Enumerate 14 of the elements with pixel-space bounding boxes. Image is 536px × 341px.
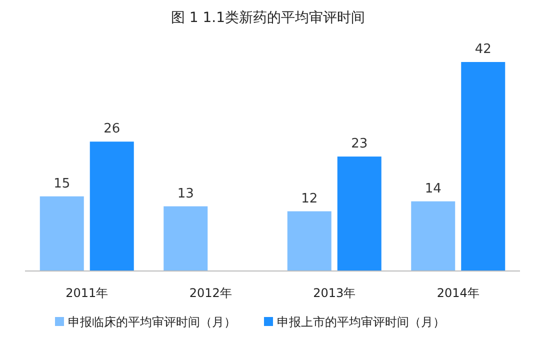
- data-label: 42: [474, 42, 492, 57]
- x-tick-label: 2011年: [66, 286, 108, 300]
- data-label: 13: [177, 186, 194, 202]
- data-label: 15: [54, 176, 70, 192]
- data-label: 26: [104, 122, 120, 137]
- x-tick-label: 2013年: [313, 286, 356, 300]
- data-label: 12: [301, 191, 318, 206]
- data-label: 23: [351, 136, 368, 152]
- title: 图 1 1.1类新药的平均审评时间: [170, 10, 366, 26]
- data-label: 14: [424, 181, 442, 196]
- legend-label: 申报临床的平均审评时间（月）: [68, 315, 236, 329]
- x-tick-label: 2014年: [436, 286, 480, 300]
- legend-label: 申报上市的平均审评时间（月）: [277, 315, 445, 329]
- x-tick-label: 2012年: [189, 286, 232, 300]
